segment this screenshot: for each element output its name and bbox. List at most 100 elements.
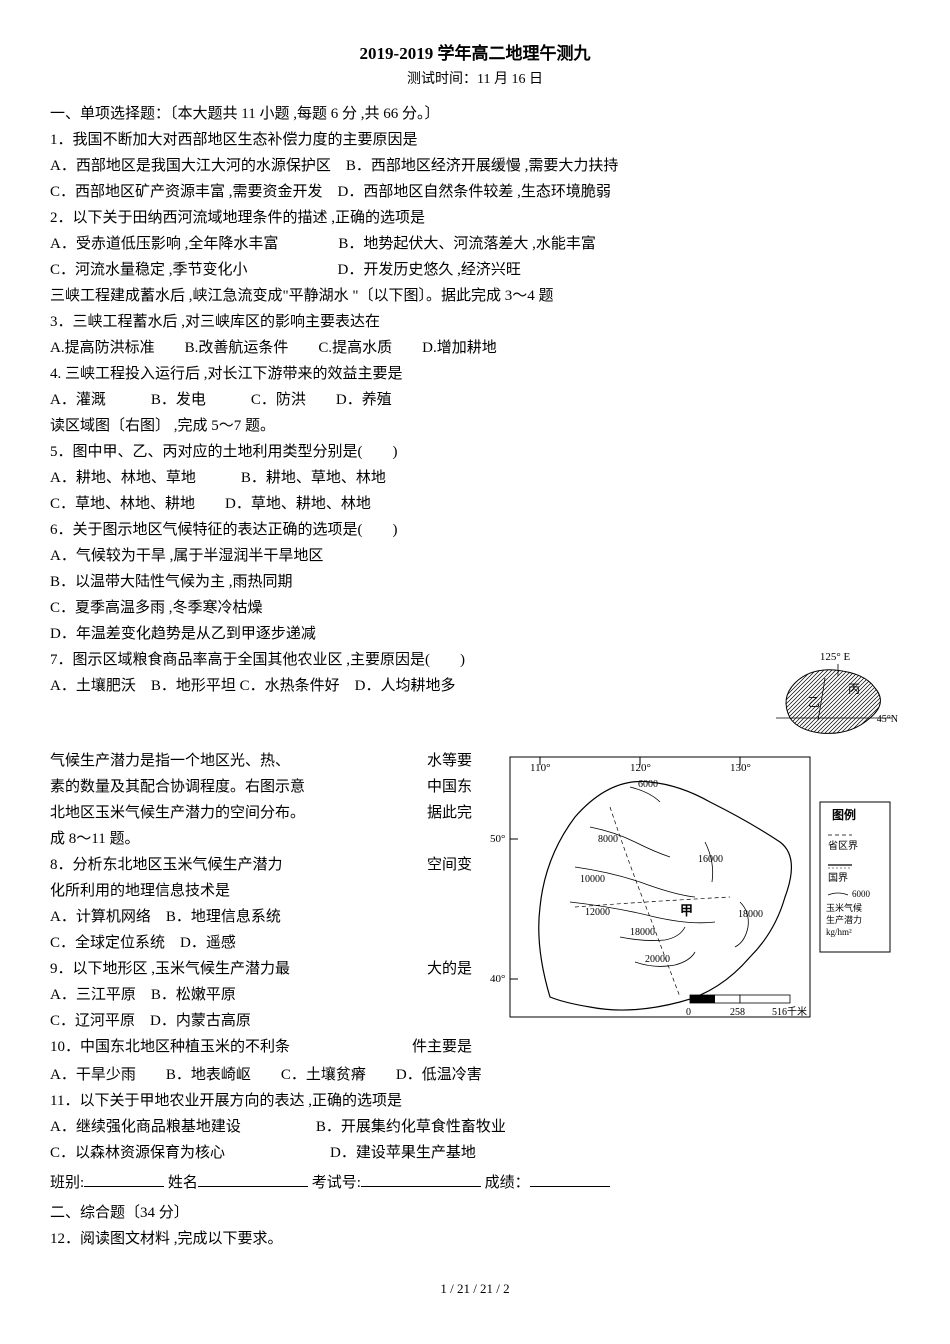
q1-opt-c: C．西部地区矿产资源丰富 ,需要资金开发: [50, 184, 323, 200]
q9-opt-d: D．内蒙古高原: [150, 1013, 251, 1029]
intro811-b-right: 中国东: [427, 775, 472, 799]
form-exam-label: 考试号:: [312, 1175, 361, 1191]
q6-opt-a: A．气候较为干旱 ,属于半湿润半干旱地区: [50, 544, 900, 568]
q11-opt-d: D．建设苹果生产基地: [330, 1145, 476, 1161]
form-name-label: 姓名: [168, 1175, 198, 1191]
q8-opt-a: A．计算机网络: [50, 909, 151, 925]
q1-options-row2: C．西部地区矿产资源丰富 ,需要资金开发 D．西部地区自然条件较差 ,生态环境脆…: [50, 180, 900, 204]
q1: 1．我国不断加大对西部地区生态补偿力度的主要原因是: [50, 128, 900, 152]
q9-opt-c: C．辽河平原: [50, 1013, 135, 1029]
q2-opt-d: D．开发历史悠久 ,经济兴旺: [338, 262, 521, 278]
score-blank[interactable]: [530, 1171, 610, 1187]
q10-right: 件主要是: [412, 1035, 472, 1059]
intro811-a-left: 气候生产潜力是指一个地区光、热、: [50, 753, 290, 769]
legend-item3b: 生产潜力: [826, 914, 862, 925]
intro811-c-left: 北地区玉米气候生产潜力的空间分布。: [50, 805, 305, 821]
q4-opt-a: A．灌溉: [50, 392, 106, 408]
exam-blank[interactable]: [361, 1171, 481, 1187]
legend-title: 图例: [832, 807, 856, 822]
contour-16000: 16000: [698, 854, 723, 865]
q9-opt-b: B．松嫩平原: [151, 987, 236, 1003]
form-class-label: 班别:: [50, 1175, 84, 1191]
contour-20000: 20000: [645, 954, 670, 965]
name-blank[interactable]: [198, 1171, 308, 1187]
test-time: 测试时间：11 月 16 日: [50, 69, 900, 91]
q7-opt-a: A．土壤肥沃: [50, 678, 136, 694]
q6-opt-b: B．以温带大陆性气候为主 ,雨热同期: [50, 570, 900, 594]
q12: 12．阅读图文材料 ,完成以下要求。: [50, 1227, 900, 1251]
lat-40: 40°: [490, 973, 505, 985]
q5-opt-c: C．草地、林地、耕地: [50, 496, 195, 512]
q4-opt-b: B．发电: [151, 392, 206, 408]
q11-options-row2: C．以森林资源保育为核心 D．建设苹果生产基地: [50, 1141, 900, 1165]
q4-opt-c: C．防洪: [251, 392, 306, 408]
class-blank[interactable]: [84, 1171, 164, 1187]
intro811-c-right: 据此完: [427, 801, 472, 825]
page-footer: 1 / 21 / 21 / 2: [50, 1279, 900, 1300]
q7-opt-d: D．人均耕地多: [355, 678, 456, 694]
q11-opt-a: A．继续强化商品粮基地建设: [50, 1119, 241, 1135]
q8-opt-c: C．全球定位系统: [50, 935, 165, 951]
legend-national: 国界: [828, 872, 848, 884]
contour-6000: 6000: [638, 779, 658, 790]
q2-opt-a: A．受赤道低压影响 ,全年降水丰富: [50, 236, 278, 252]
q5-options-row2: C．草地、林地、耕地 D．草地、耕地、林地: [50, 492, 900, 516]
contour-8000: 8000: [598, 834, 618, 845]
q8-left: 8．分析东北地区玉米气候生产潜力: [50, 857, 283, 873]
region-map-inset: 125° E 乙 丙 45°N: [770, 648, 900, 743]
q10-opt-a: A．干旱少雨: [50, 1067, 136, 1083]
q11-opt-b: B．开展集约化草食性畜牧业: [316, 1119, 506, 1135]
q10-left: 10．中国东北地区种植玉米的不利条: [50, 1039, 290, 1055]
q8-opt-d: D．遥感: [180, 935, 236, 951]
q6: 6．关于图示地区气候特征的表达正确的选项是( ): [50, 518, 900, 542]
q3-opt-a: A.提高防洪标准: [50, 340, 155, 356]
q2-opt-c: C．河流水量稳定 ,季节变化小: [50, 262, 248, 278]
q3-opt-d: D.增加耕地: [422, 340, 497, 356]
scale-258: 258: [730, 1007, 745, 1018]
q9-right: 大的是: [427, 957, 472, 981]
q3-opt-c: C.提高水质: [318, 340, 392, 356]
q2-options-row2: C．河流水量稳定 ,季节变化小 D．开发历史悠久 ,经济兴旺: [50, 258, 900, 282]
q5-opt-b: B．耕地、草地、林地: [241, 470, 386, 486]
form-line: 班别: 姓名 考试号: 成绩：: [50, 1171, 900, 1195]
map-label-yi: 乙: [808, 695, 820, 709]
q3: 3．三峡工程蓄水后 ,对三峡库区的影响主要表达在: [50, 310, 900, 334]
marker-jia: 甲: [680, 903, 693, 918]
contour-18000a: 18000: [630, 927, 655, 938]
q6-opt-d: D．年温差变化趋势是从乙到甲逐步递减: [50, 622, 900, 646]
q5-opt-d: D．草地、耕地、林地: [225, 496, 371, 512]
q2: 2．以下关于田纳西河流域地理条件的描述 ,正确的选项是: [50, 206, 900, 230]
q2-options-row1: A．受赤道低压影响 ,全年降水丰富 B．地势起伏大、河流落差大 ,水能丰富: [50, 232, 900, 256]
page-title: 2019-2019 学年高二地理午测九: [50, 40, 900, 67]
contour-18000b: 18000: [738, 909, 763, 920]
intro-5-7: 读区域图〔右图〕 ,完成 5～7 题。: [50, 414, 900, 438]
q9-left: 9．以下地形区 ,玉米气候生产潜力最: [50, 961, 290, 977]
intro811-b-left: 素的数量及其配合协调程度。右图示意: [50, 779, 305, 795]
q11: 11．以下关于甲地农业开展方向的表达 ,正确的选项是: [50, 1089, 900, 1113]
legend-contour-val: 6000: [852, 889, 871, 899]
q10-options: A．干旱少雨 B．地表崎岖 C．土壤贫瘠 D．低温冷害: [50, 1063, 900, 1087]
q11-opt-c: C．以森林资源保育为核心: [50, 1145, 225, 1161]
legend-item3a: 玉米气候: [826, 902, 862, 913]
section-1-heading: 一、单项选择题：〔本大题共 11 小题 ,每题 6 分 ,共 66 分。〕: [50, 102, 900, 126]
q8-right: 空间变: [427, 853, 472, 877]
q8-opt-b: B．地理信息系统: [166, 909, 281, 925]
lat-50: 50°: [490, 833, 505, 845]
q3-opt-b: B.改善航运条件: [185, 340, 289, 356]
legend-item3-unit: kg/hm²: [826, 927, 852, 937]
q10-opt-c: C．土壤贫瘠: [281, 1067, 366, 1083]
q11-options-row1: A．继续强化商品粮基地建设 B．开展集约化草食性畜牧业: [50, 1115, 900, 1139]
q3-options: A.提高防洪标准 B.改善航运条件 C.提高水质 D.增加耕地: [50, 336, 900, 360]
intro811-a-right: 水等要: [427, 749, 472, 773]
q7-opt-b: B．地形平坦: [151, 678, 236, 694]
map-lat-label: 45°N: [877, 714, 898, 725]
map-label-bing: 丙: [848, 682, 860, 696]
q1-opt-a: A．西部地区是我国大江大河的水源保护区: [50, 158, 331, 174]
potential-map-chart: 110° 120° 130° 50° 40° 6000 8000 10000 1…: [480, 747, 900, 1037]
contour-12000: 12000: [585, 907, 610, 918]
form-score-label: 成绩：: [485, 1175, 530, 1191]
q5-options-row1: A．耕地、林地、草地 B．耕地、草地、林地: [50, 466, 900, 490]
q10-opt-b: B．地表崎岖: [166, 1067, 251, 1083]
q6-opt-c: C．夏季高温多雨 ,冬季寒冷枯燥: [50, 596, 900, 620]
q4-options: A．灌溉 B．发电 C．防洪 D．养殖: [50, 388, 900, 412]
